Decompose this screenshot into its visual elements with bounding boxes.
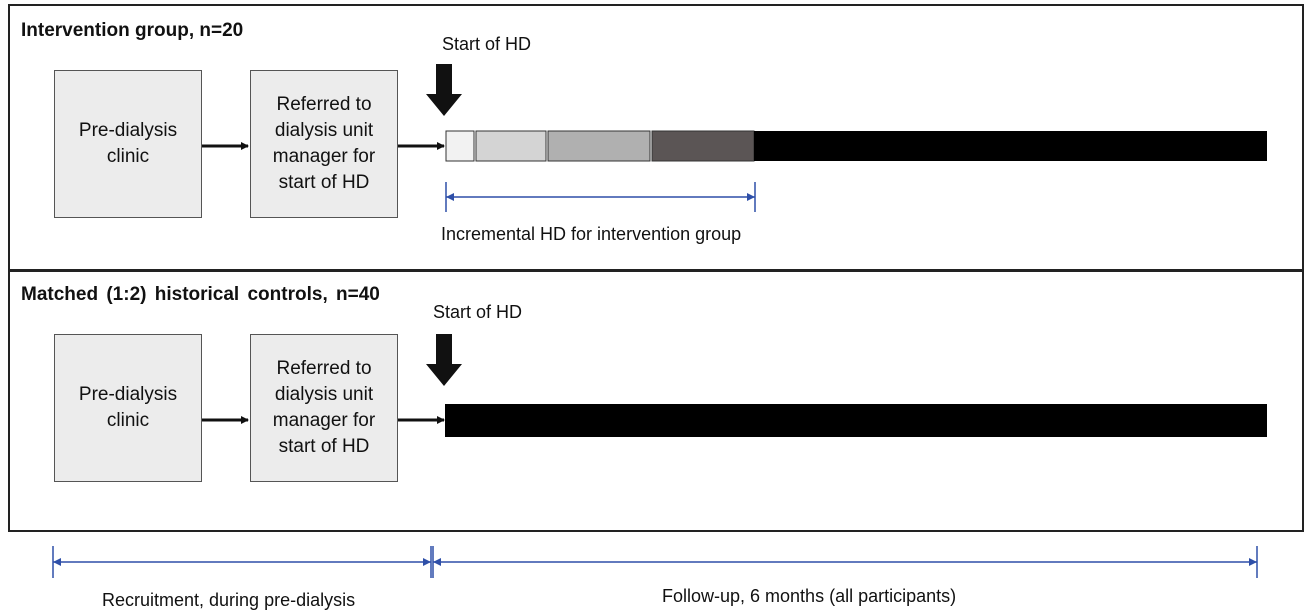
hd-segment-4 (651, 130, 755, 162)
incremental-bracket (445, 182, 756, 212)
intervention-start-arrow-icon (426, 64, 462, 116)
incremental-span-label: Incremental HD for intervention group (441, 224, 742, 244)
recruitment-label: Recruitment, during pre-dialysis (102, 590, 356, 610)
followup-label: Follow-up, 6 months (all participants) (662, 586, 957, 606)
intervention-referred-box: Referred to dialysis unit manager for st… (250, 70, 398, 218)
controls-predialysis-label: Pre-dialysis clinic (78, 384, 178, 431)
intervention-title: Intervention group, n=20 (21, 20, 244, 41)
controls-panel: Matched (1:2) historical controls, n=40 (8, 270, 1304, 532)
hd-segment-3 (547, 130, 651, 162)
controls-referred-label: Referred to dialysis unit manager for st… (272, 358, 376, 457)
intervention-predialysis-box: Pre-dialysis clinic (54, 70, 202, 218)
intervention-referred-label: Referred to dialysis unit manager for st… (272, 94, 376, 193)
controls-start-arrow-icon (426, 334, 462, 386)
intervention-predialysis-label: Pre-dialysis clinic (78, 120, 178, 167)
followup-bracket (432, 546, 1258, 578)
recruitment-bracket (52, 546, 432, 578)
hd-segment-2 (475, 130, 547, 162)
controls-hd-bar (445, 404, 1267, 437)
incremental-hd-bar (445, 130, 1267, 162)
controls-referred-box: Referred to dialysis unit manager for st… (250, 334, 398, 482)
hd-segment-5 (754, 131, 1267, 161)
hd-segment-1 (445, 130, 475, 162)
controls-title: Matched (1:2) historical controls, n=40 (21, 284, 380, 305)
controls-predialysis-box: Pre-dialysis clinic (54, 334, 202, 482)
controls-start-label: Start of HD (433, 302, 523, 322)
intervention-start-label: Start of HD (442, 34, 532, 54)
